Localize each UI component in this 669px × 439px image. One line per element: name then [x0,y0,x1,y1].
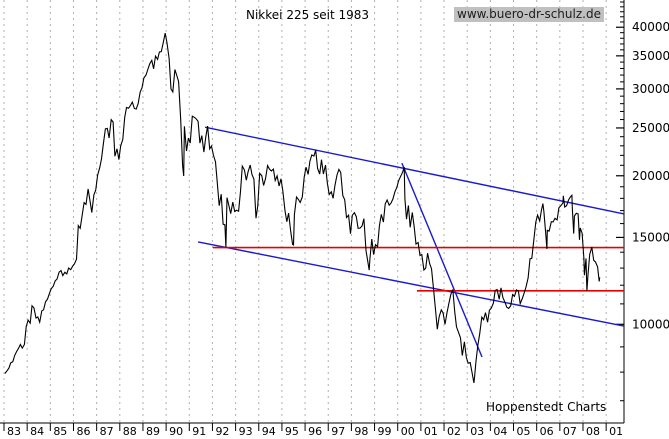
x-axis-tick-label: 01 [609,425,623,438]
price-line-nikkei-225 [4,32,601,383]
x-axis-tick-label: 06 [540,425,554,438]
x-axis-tick-label: 02 [447,425,461,438]
chart-title: Nikkei 225 seit 1983 [246,8,370,22]
x-axis-tick-label: 83 [7,425,21,438]
x-axis-tick-label: 85 [53,425,67,438]
x-axis-tick-label: 97 [331,425,345,438]
upper-channel-line [204,126,625,215]
x-axis-tick-label: 94 [262,425,276,438]
x-axis-tick-label: 01 [424,425,438,438]
x-axis-tick-label: 05 [517,425,531,438]
x-axis-tick-label: 98 [354,425,368,438]
y-axis-tick-label: 35000 [632,49,669,63]
x-axis-tick-label: 90 [169,425,183,438]
x-axis-tick-label: 07 [563,425,577,438]
x-axis-tick-label: 00 [401,425,415,438]
x-axis-tick-label: 84 [30,425,44,438]
y-axis-tick-label: 10000 [632,317,669,331]
x-axis-tick-label: 93 [239,425,253,438]
y-axis-tick-label: 20000 [632,169,669,183]
x-axis-tick-label: 92 [215,425,229,438]
x-axis-tick-label: 95 [285,425,299,438]
y-axis-tick-label: 30000 [632,82,669,96]
y-axis-tick-label: 15000 [632,230,669,244]
steep-downtrend-line [401,162,483,358]
x-axis-tick-label: 86 [76,425,90,438]
x-axis-tick-label: 99 [378,425,392,438]
watermark-url: www.buero-dr-schulz.de [454,7,604,22]
x-axis-tick-label: 04 [493,425,507,438]
x-axis-tick-label: 91 [192,425,206,438]
y-axis-tick-label: 25000 [632,121,669,135]
y-axis-tick-label: 40000 [632,20,669,34]
x-axis-tick-label: 88 [123,425,137,438]
chart-provider-credit: Hoppenstedt Charts [486,400,607,414]
x-axis-tick-label: 89 [146,425,160,438]
x-axis-tick-label: 08 [586,425,600,438]
x-axis-tick-label: 96 [308,425,322,438]
lower-channel-line [197,241,625,327]
x-axis-tick-label: 87 [100,425,114,438]
x-axis-tick-label: 03 [470,425,484,438]
